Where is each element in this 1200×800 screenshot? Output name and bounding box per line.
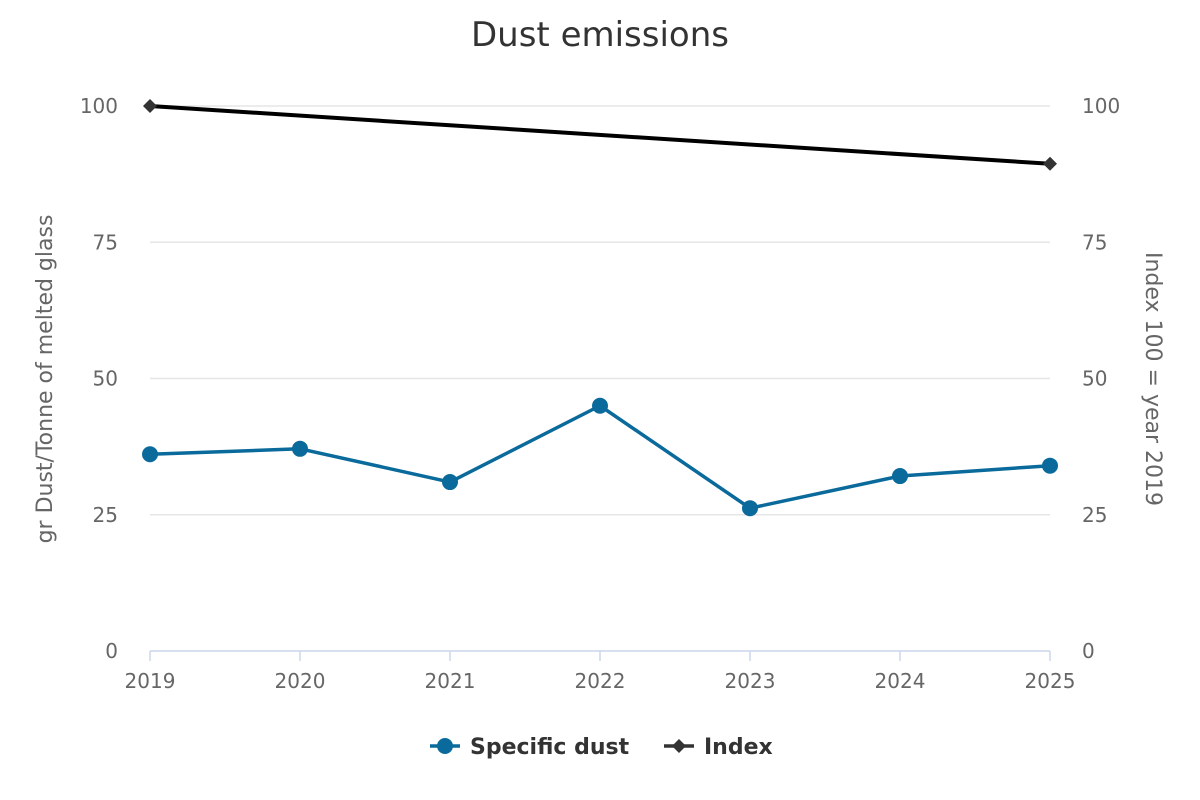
x-tick-label: 2025 [1025, 669, 1076, 693]
y-right-tick-label: 0 [1082, 639, 1095, 663]
x-tick-label: 2020 [275, 669, 326, 693]
legend-label-index: Index [704, 735, 773, 760]
legend[interactable]: Specific dust Index [430, 735, 773, 760]
index-point[interactable] [143, 99, 157, 113]
y-right-tick-label: 75 [1082, 230, 1107, 254]
legend-item-specific-dust[interactable]: Specific dust [430, 735, 630, 760]
legend-marker-specific-dust [437, 738, 453, 754]
legend-item-index[interactable]: Index [664, 735, 773, 760]
y-right-tick-label: 100 [1082, 94, 1120, 118]
specific-dust-point[interactable] [742, 500, 758, 517]
legend-label-specific-dust: Specific dust [470, 735, 630, 760]
x-tick-label: 2021 [425, 669, 476, 693]
specific-dust-point[interactable] [142, 446, 158, 463]
chart-title: Dust emissions [471, 15, 729, 55]
y-left-tick-label: 100 [80, 94, 118, 118]
y-left-tick-label: 25 [93, 503, 118, 527]
index-line [148, 104, 1052, 166]
specific-dust-point[interactable] [1042, 457, 1058, 474]
specific-dust-point[interactable] [592, 397, 608, 414]
x-tick-label: 2022 [575, 669, 626, 693]
x-tick-label: 2024 [875, 669, 926, 693]
y-left-tick-label: 75 [93, 230, 118, 254]
x-tick-label: 2019 [125, 669, 176, 693]
index-point[interactable] [1043, 156, 1057, 171]
y-axis-right-title: Index 100 = year 2019 [1140, 252, 1165, 506]
y-axis-left-title: gr Dust/Tonne of melted glass [33, 215, 58, 544]
y-left-tick-label: 0 [105, 639, 118, 663]
legend-marker-index [672, 739, 686, 753]
x-tick-label: 2023 [725, 669, 776, 693]
y-right-tick-label: 25 [1082, 503, 1107, 527]
specific-dust-line [148, 404, 1052, 510]
specific-dust-point[interactable] [442, 474, 458, 491]
axes: 0 25 50 75 100 0 25 50 75 100 2019 2020 2021 2022 2023… [80, 94, 1120, 693]
series [142, 99, 1058, 517]
specific-dust-point[interactable] [292, 440, 308, 457]
y-right-tick-label: 50 [1082, 367, 1107, 391]
gridlines [150, 105, 1050, 516]
specific-dust-point[interactable] [892, 468, 908, 485]
y-left-tick-label: 50 [93, 367, 118, 391]
